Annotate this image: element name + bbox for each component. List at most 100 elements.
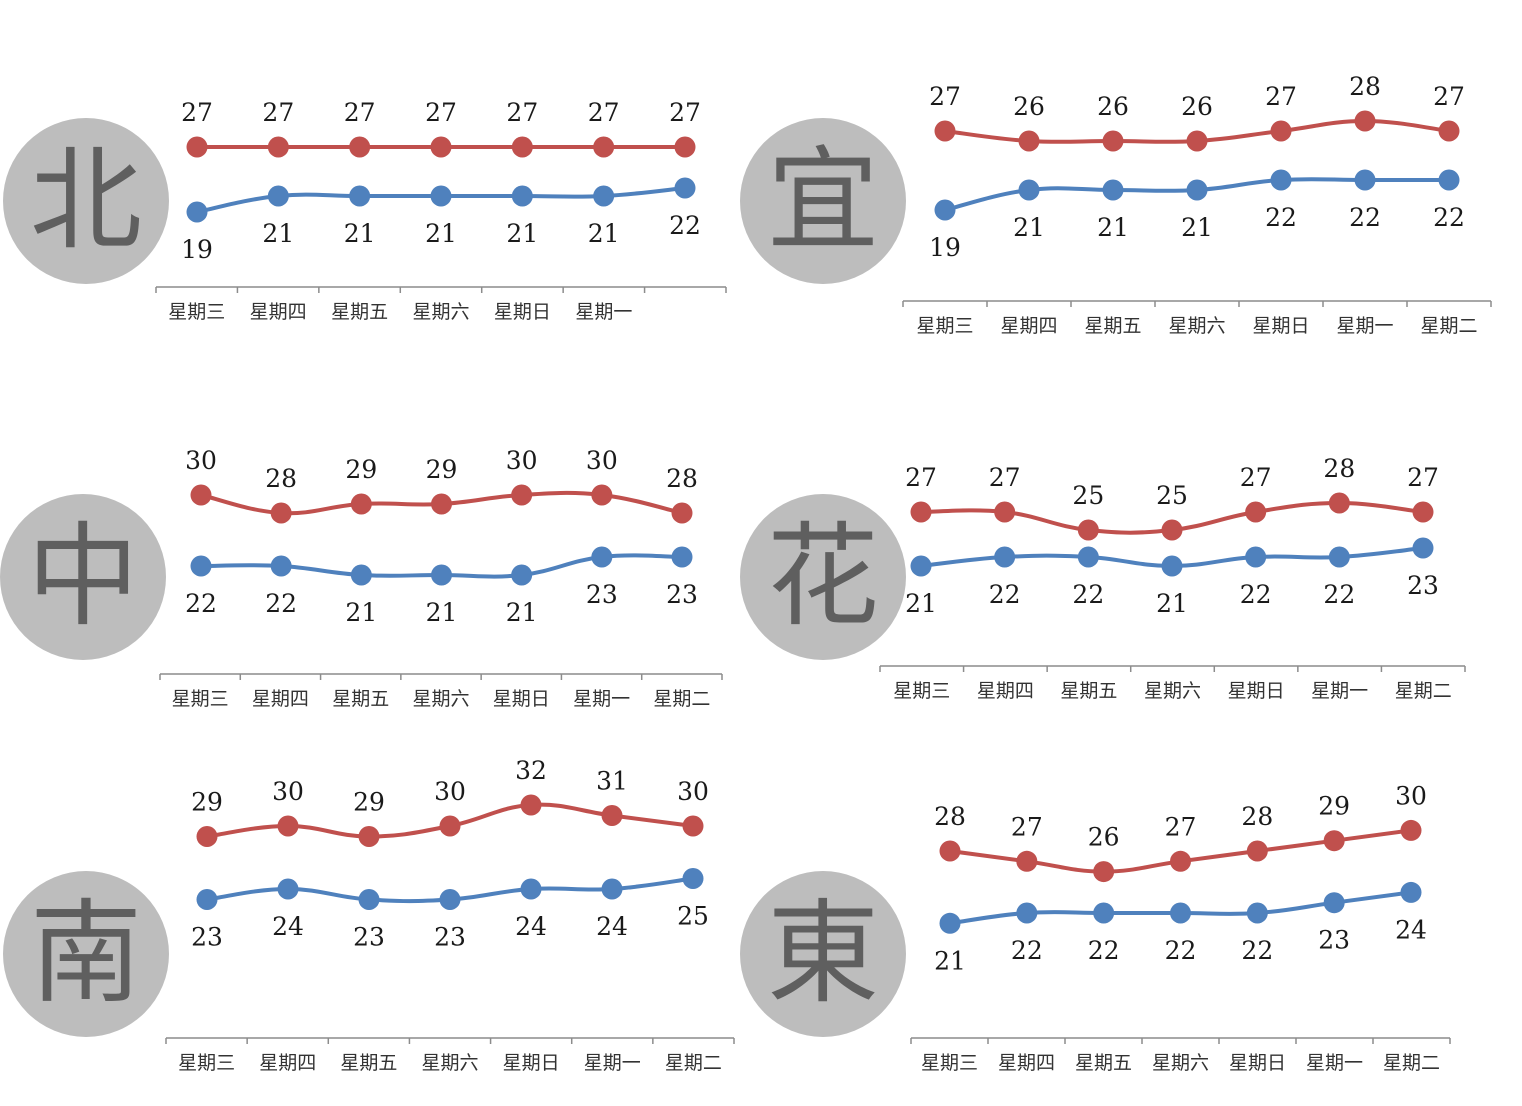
- x-tick-label-north: 星期日: [494, 301, 551, 323]
- low-temp-label-south: 23: [434, 923, 466, 952]
- low-temp-point-east: [1400, 881, 1422, 903]
- high-temp-point-yilan: [934, 120, 956, 142]
- low-temp-point-north: [267, 185, 289, 207]
- x-tick-label-hualien: 星期日: [1228, 680, 1285, 702]
- high-temp-point-hualien: [1412, 501, 1434, 523]
- high-temp-point-yilan: [1354, 110, 1376, 132]
- low-temp-label-yilan: 22: [1349, 203, 1381, 232]
- high-temp-label-central: 29: [426, 455, 458, 484]
- high-temp-label-south: 31: [596, 767, 628, 796]
- high-temp-label-east: 28: [1241, 802, 1273, 831]
- high-temp-label-east: 30: [1395, 781, 1427, 810]
- low-temp-point-yilan: [1186, 179, 1208, 201]
- low-temp-point-south: [358, 889, 380, 910]
- low-temp-point-east: [1246, 902, 1268, 924]
- low-temp-point-north: [593, 185, 615, 207]
- low-temp-point-hualien: [910, 555, 932, 577]
- high-temp-point-south: [601, 805, 623, 826]
- region-label-yilan: 宜: [767, 136, 879, 266]
- x-tick-label-south: 星期四: [259, 1052, 316, 1074]
- high-temp-label-south: 30: [434, 777, 466, 806]
- low-temp-point-yilan: [1438, 169, 1460, 191]
- high-temp-label-yilan: 26: [1181, 92, 1213, 121]
- low-temp-label-yilan: 21: [1181, 213, 1213, 242]
- high-temp-label-north: 27: [262, 98, 294, 127]
- x-tick-label-yilan: 星期一: [1336, 315, 1393, 337]
- high-temp-point-north: [430, 136, 452, 158]
- low-temp-point-south: [520, 878, 542, 900]
- low-temp-point-yilan: [1354, 169, 1376, 191]
- high-temp-point-hualien: [1245, 501, 1267, 523]
- low-temp-label-hualien: 22: [1072, 580, 1104, 609]
- low-temp-point-south: [277, 878, 299, 900]
- high-temp-label-east: 28: [934, 802, 966, 831]
- low-temp-label-central: 21: [426, 598, 458, 627]
- high-temp-label-north: 27: [344, 98, 376, 127]
- x-tick-label-hualien: 星期二: [1395, 680, 1452, 702]
- x-tick-label-east: 星期六: [1152, 1052, 1209, 1074]
- low-temp-label-south: 23: [353, 923, 385, 952]
- x-tick-label-central: 星期三: [172, 688, 229, 710]
- x-tick-label-hualien: 星期三: [893, 680, 950, 702]
- region-label-hualien: 花: [767, 512, 879, 642]
- region-badge-central: 中: [0, 494, 166, 660]
- low-temp-point-north: [349, 185, 371, 207]
- high-temp-point-hualien: [910, 501, 932, 523]
- low-temp-label-north: 22: [669, 211, 701, 240]
- high-temp-point-yilan: [1270, 120, 1292, 142]
- x-tick-label-hualien: 星期六: [1144, 680, 1201, 702]
- low-temp-point-hualien: [1328, 546, 1350, 568]
- high-temp-point-east: [1016, 850, 1038, 872]
- high-temp-label-hualien: 27: [905, 463, 937, 492]
- high-temp-label-central: 28: [666, 464, 698, 493]
- high-temp-point-south: [439, 815, 461, 837]
- high-temp-point-hualien: [1161, 519, 1183, 541]
- region-label-central: 中: [27, 512, 139, 642]
- x-tick-label-east: 星期二: [1383, 1052, 1440, 1074]
- x-tick-label-east: 星期一: [1306, 1052, 1363, 1074]
- low-temp-point-central: [190, 555, 212, 577]
- region-label-south: 南: [30, 889, 142, 1019]
- x-tick-label-yilan: 星期三: [916, 315, 973, 337]
- low-temp-label-north: 21: [425, 219, 457, 248]
- region-label-north: 北: [30, 136, 142, 266]
- x-tick-label-hualien: 星期四: [977, 680, 1034, 702]
- region-badge-east: 東: [740, 871, 906, 1037]
- low-temp-point-yilan: [1018, 179, 1040, 201]
- high-temp-point-east: [1400, 819, 1422, 841]
- low-temp-label-hualien: 21: [905, 589, 937, 618]
- high-temp-label-yilan: 27: [929, 82, 961, 111]
- low-temp-point-yilan: [934, 199, 956, 221]
- high-temp-point-central: [431, 493, 452, 515]
- high-temp-label-hualien: 27: [989, 463, 1021, 492]
- high-temp-point-hualien: [1328, 492, 1350, 514]
- low-temp-label-hualien: 23: [1407, 571, 1439, 600]
- x-tick-label-central: 星期四: [252, 688, 309, 710]
- high-temp-point-east: [1246, 840, 1268, 862]
- x-tick-label-yilan: 星期四: [1000, 315, 1057, 337]
- chart-east: 星期三 星期四 星期五 星期六 星期日 星期一 星期二 28 27 26 27 28 29 30 21 22 2…: [910, 781, 1451, 1074]
- high-temp-label-yilan: 27: [1265, 82, 1297, 111]
- low-temp-point-east: [939, 912, 961, 934]
- high-temp-label-yilan: 26: [1013, 92, 1045, 121]
- low-temp-point-north: [511, 185, 533, 207]
- low-temp-point-hualien: [1077, 546, 1099, 568]
- low-temp-label-yilan: 19: [929, 233, 961, 262]
- high-temp-label-south: 32: [515, 756, 547, 785]
- region-badge-yilan: 宜: [740, 118, 906, 284]
- low-temp-point-east: [1170, 902, 1191, 924]
- high-temp-point-north: [511, 136, 533, 158]
- low-temp-label-east: 22: [1088, 936, 1120, 965]
- low-temp-label-central: 21: [345, 598, 377, 627]
- x-tick-label-east: 星期三: [921, 1052, 978, 1074]
- low-temp-point-north: [186, 201, 208, 223]
- high-temp-point-yilan: [1102, 130, 1124, 152]
- low-temp-label-central: 22: [265, 589, 297, 618]
- x-tick-label-yilan: 星期二: [1420, 315, 1477, 337]
- high-temp-point-north: [186, 136, 208, 158]
- low-temp-label-central: 23: [666, 580, 698, 609]
- high-temp-point-north: [349, 136, 371, 158]
- high-temp-point-central: [511, 484, 533, 506]
- high-temp-point-central: [270, 502, 292, 524]
